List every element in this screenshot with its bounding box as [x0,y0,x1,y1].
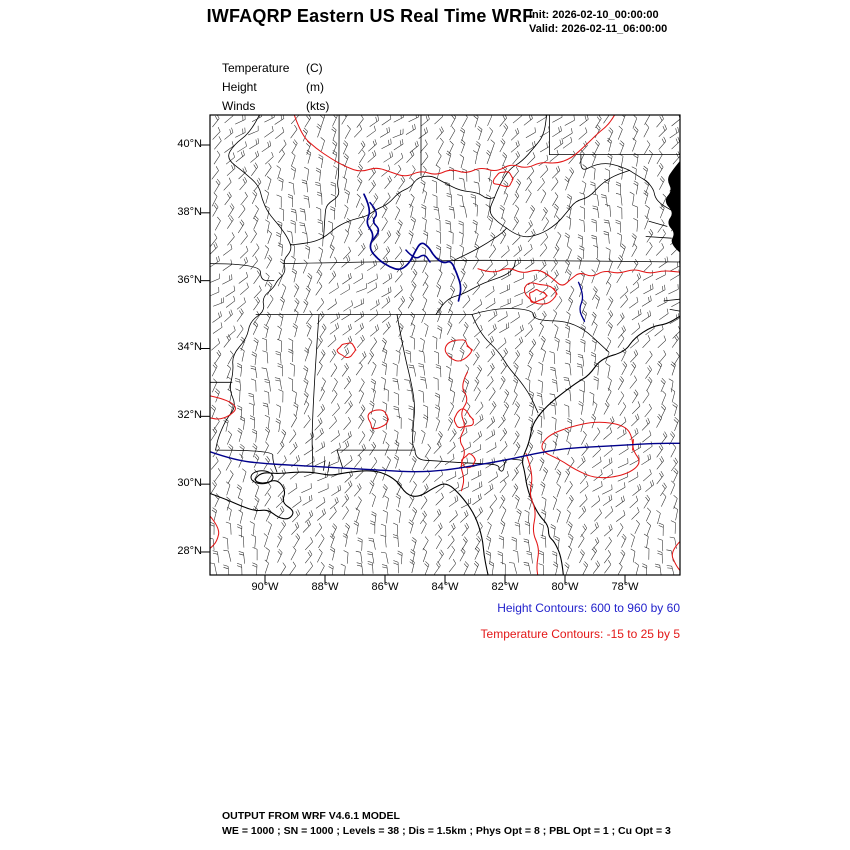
legend-winds: Winds (kts) [222,99,329,118]
model-output-label: OUTPUT FROM WRF V4.6.1 MODEL [222,810,400,822]
legend-winds-unit: (kts) [306,99,330,113]
map-layers [210,115,680,575]
lat-tick-label: 32°N [177,409,202,422]
model-config-label: WE = 1000 ; SN = 1000 ; Levels = 38 ; Di… [222,825,671,837]
height-contours-caption: Height Contours: 600 to 960 by 60 [497,601,680,615]
lon-tick-label: 80°W [551,581,579,593]
lon-tick-label: 82°W [491,581,519,593]
valid-time-label: Valid: 2026-02-11_06:00:00 [529,23,668,35]
legend-height-label: Height [222,80,257,94]
lat-tick-label: 40°N [177,138,202,150]
lat-tick-label: 36°N [177,273,202,286]
chesapeake-bay-shape [665,161,680,253]
temperature-contours-caption: Temperature Contours: -15 to 25 by 5 [480,627,680,641]
map-frame [209,114,681,576]
lon-tick-label: 86°W [371,581,399,593]
lon-tick-label: 78°W [611,581,639,593]
lon-tick-label: 88°W [311,581,339,593]
legend-height: Height (m) [222,80,324,99]
wind-barbs-layer [210,115,680,575]
height-contours-layer [210,193,680,473]
page-title: IWFAQRP Eastern US Real Time WRF [206,6,534,26]
legend-temperature-unit: (C) [306,61,323,75]
state-borders [210,115,680,473]
lon-tick-label: 84°W [431,581,459,593]
field-legend: Temperature (C) Height (m) Winds (kts) [222,61,329,118]
lat-tick-label: 38°N [177,205,202,218]
temperature-contours-layer [210,115,680,575]
lon-tick-label: 90°W [251,581,279,593]
init-time-label: Init: 2026-02-10_00:00:00 [529,9,659,21]
axis-ticks [201,144,626,584]
legend-temperature-label: Temperature [222,61,290,75]
legend-temperature: Temperature (C) [222,61,323,80]
lat-tick-label: 28°N [177,544,202,557]
legend-height-unit: (m) [306,80,324,94]
coastline [210,315,680,575]
legend-winds-label: Winds [222,99,256,113]
lat-tick-label: 34°N [177,341,202,354]
lat-tick-label: 30°N [177,477,202,490]
